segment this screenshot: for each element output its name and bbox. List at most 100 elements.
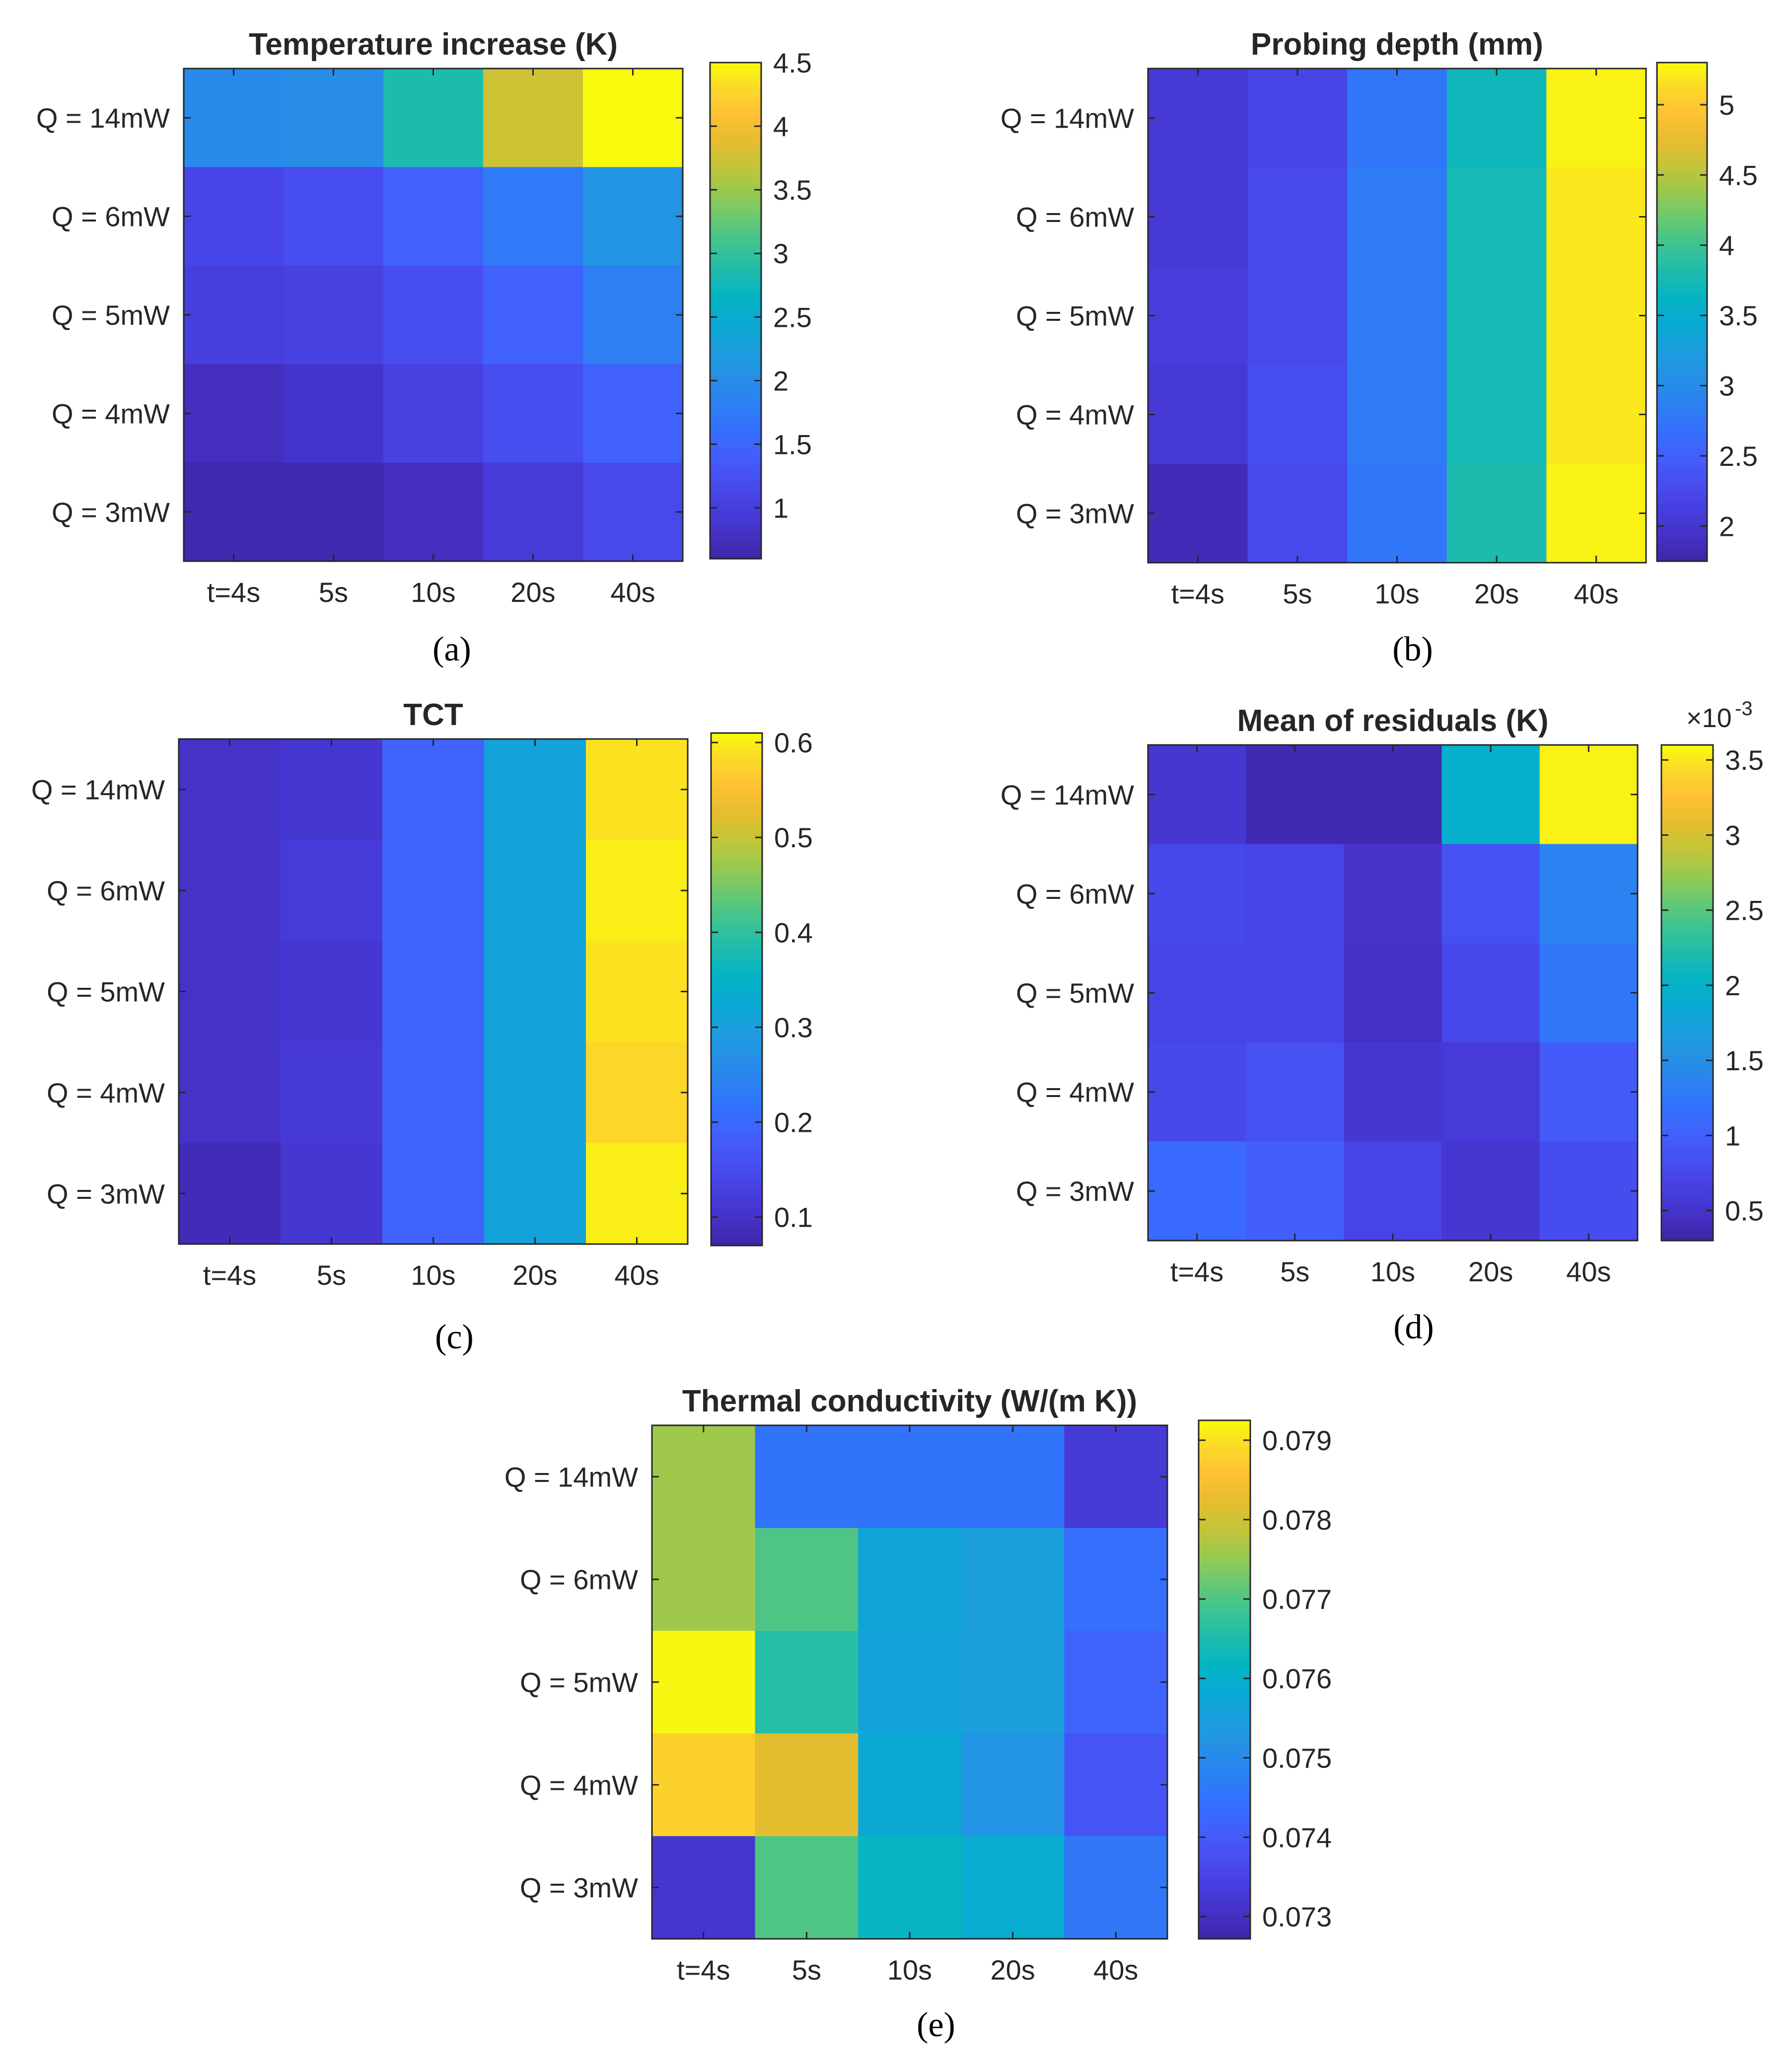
- colorbar-segment: [1199, 1480, 1250, 1486]
- colorbar-segment: [711, 814, 762, 819]
- colorbar-segment: [711, 1108, 762, 1114]
- colorbar-segment: [710, 410, 761, 415]
- colorbar-segment: [1199, 1623, 1250, 1628]
- heatmap-cell: [1539, 943, 1638, 1043]
- y-tick-label: Q = 3mW: [52, 497, 170, 528]
- colorbar-segment: [1661, 860, 1713, 865]
- colorbar-segment: [1199, 1563, 1250, 1568]
- colorbar-segment: [1199, 1792, 1250, 1797]
- colorbar-segment: [1199, 1852, 1250, 1857]
- colorbar-segment: [1199, 1856, 1250, 1862]
- colorbar-segment: [1199, 1757, 1250, 1763]
- colorbar-tick-label: 0.2: [774, 1107, 813, 1138]
- colorbar-segment: [711, 750, 762, 755]
- colorbar-segment: [711, 1049, 762, 1054]
- heatmap-cell: [755, 1836, 859, 1939]
- y-tick-label: Q = 14mW: [504, 1461, 638, 1492]
- x-tick-label: 10s: [1370, 1256, 1415, 1287]
- colorbar-segment: [1199, 1693, 1250, 1697]
- heatmap-cell: [583, 167, 683, 266]
- colorbar-segment: [711, 938, 762, 943]
- heatmap-cell: [586, 840, 688, 942]
- heatmap-cell: [1446, 365, 1547, 464]
- heatmap-cell: [961, 1836, 1065, 1939]
- colorbar-segment: [710, 405, 761, 411]
- colorbar-segment: [711, 989, 762, 994]
- colorbar-segment: [711, 925, 762, 930]
- colorbar-segment: [1657, 249, 1707, 254]
- colorbar-segment: [1657, 353, 1707, 358]
- heatmap-cell: [484, 941, 586, 1042]
- colorbar-segment: [711, 733, 762, 738]
- heatmap-panel-0: Temperature increase (K) t=4s 5s 10s 20s 40s Q…: [36, 27, 812, 668]
- colorbar-segment: [1661, 1125, 1713, 1130]
- colorbar-segment: [1657, 416, 1707, 421]
- colorbar-segment: [1661, 1170, 1713, 1175]
- colorbar-segment: [710, 228, 761, 233]
- colorbar-segment: [710, 430, 761, 436]
- colorbar-segment: [711, 951, 762, 956]
- colorbar-segment: [1199, 1584, 1250, 1590]
- colorbar-segment: [1199, 1770, 1250, 1775]
- colorbar-segment: [1661, 757, 1713, 762]
- colorbar-frame: [1656, 62, 1708, 562]
- colorbar-segment: [1657, 515, 1707, 520]
- heatmap-cell: [1539, 745, 1638, 845]
- heatmap-cell: [281, 840, 383, 942]
- colorbar-segment: [1199, 1779, 1250, 1784]
- colorbar-tick-label: 2: [1719, 511, 1734, 542]
- colorbar-segment: [1657, 237, 1707, 242]
- colorbar-segment: [711, 942, 762, 947]
- colorbar-segment: [710, 248, 761, 253]
- x-tick-label: t=4s: [207, 577, 260, 608]
- heatmap-panel-3: Mean of residuals (K) t=4s 5s 10s 20s 40s Q = …: [1001, 698, 1764, 1346]
- colorbar-segment: [710, 277, 761, 283]
- colorbar-segment: [1199, 1753, 1250, 1758]
- colorbar-segment: [1199, 1705, 1250, 1710]
- colorbar-segment: [1661, 1220, 1713, 1225]
- colorbar-tick-label: 2: [773, 365, 788, 396]
- colorbar-segment: [1657, 183, 1707, 188]
- colorbar-segment: [710, 182, 761, 187]
- colorbar-segment: [1657, 287, 1707, 292]
- colorbar-segment: [710, 265, 761, 270]
- colorbar-segment: [710, 87, 761, 92]
- colorbar-segment: [1657, 291, 1707, 296]
- colorbar-segment: [1657, 228, 1707, 233]
- heatmap-cell: [284, 167, 384, 266]
- colorbar-segment: [1661, 1100, 1713, 1105]
- colorbar-segment: [1661, 811, 1713, 816]
- colorbar-segment: [1661, 889, 1713, 894]
- heatmap-cell: [1246, 745, 1344, 845]
- colorbar-segment: [1661, 840, 1713, 845]
- heatmap-cell: [1148, 844, 1246, 944]
- colorbar-segment: [1661, 778, 1713, 783]
- colorbar-segment: [1661, 807, 1713, 811]
- colorbar-segment: [1661, 914, 1713, 919]
- colorbar-segment: [710, 120, 761, 125]
- colorbar-segment: [1661, 1096, 1713, 1101]
- colorbar-segment: [1199, 1925, 1250, 1931]
- colorbar-tick-label: 4.5: [1719, 159, 1758, 191]
- colorbar-segment: [711, 1220, 762, 1225]
- colorbar-segment: [711, 848, 762, 853]
- colorbar-segment: [711, 1215, 762, 1221]
- colorbar-segment: [1657, 507, 1707, 512]
- heatmap-cell: [284, 364, 384, 463]
- colorbar-segment: [1661, 984, 1713, 989]
- x-tick-label: 40s: [1566, 1256, 1611, 1287]
- colorbar-segment: [1657, 112, 1707, 117]
- colorbar-segment: [1657, 444, 1707, 449]
- colorbar-segment: [1661, 848, 1713, 853]
- y-tick-label: Q = 5mW: [520, 1667, 638, 1698]
- colorbar-segment: [710, 157, 761, 162]
- colorbar-frame: [709, 62, 762, 560]
- colorbar-segment: [1657, 486, 1707, 491]
- colorbar-segment: [711, 921, 762, 926]
- colorbar-segment: [711, 1194, 762, 1199]
- x-tick-label: 5s: [1283, 578, 1312, 609]
- colorbar-segment: [1661, 926, 1713, 932]
- colorbar-segment: [710, 472, 761, 477]
- colorbar-segment: [1199, 1571, 1250, 1576]
- colorbar-segment: [1199, 1809, 1250, 1814]
